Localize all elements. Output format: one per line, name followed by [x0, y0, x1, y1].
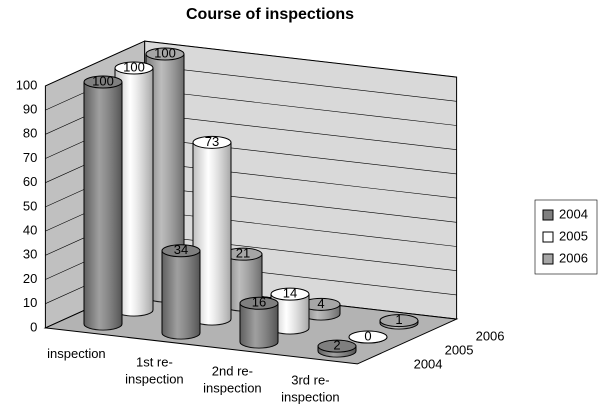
y-tick-label: 50	[23, 198, 37, 213]
data-label: 2	[333, 338, 340, 353]
depth-tick-label: 2004	[414, 357, 443, 372]
cylinder-top	[114, 61, 154, 75]
cylinder-shade	[84, 82, 122, 330]
cylinder-top	[192, 135, 232, 149]
data-label: 73	[205, 134, 219, 149]
data-label: 34	[174, 242, 188, 257]
cylinder-shade	[146, 54, 184, 302]
cylinder-top	[83, 75, 123, 89]
data-label: 100	[92, 73, 114, 88]
x-tick-label: inspection	[47, 346, 106, 361]
data-label: 1	[395, 312, 402, 327]
y-tick-label: 80	[23, 126, 37, 141]
data-label: 100	[154, 45, 176, 60]
data-label: 0	[364, 328, 371, 343]
cylinder-top	[239, 296, 279, 310]
legend-label: 2004	[559, 206, 588, 221]
y-tick-label: 90	[23, 102, 37, 117]
data-label: 16	[252, 295, 266, 310]
data-label: 14	[283, 286, 297, 301]
data-label: 21	[236, 246, 250, 261]
cylinder-top	[317, 339, 357, 353]
x-tick-label: 3rd re-inspection	[281, 373, 340, 405]
y-tick-label: 100	[16, 77, 38, 92]
cylinder-top	[270, 287, 310, 301]
y-tick-label: 20	[23, 271, 37, 286]
legend-swatch	[542, 209, 554, 221]
cylinder-top	[161, 244, 201, 258]
grid-line	[45, 40, 457, 87]
cylinder-shade	[162, 250, 200, 339]
legend-swatch	[542, 231, 554, 243]
legend-swatch	[542, 253, 554, 265]
data-label: 4	[317, 296, 324, 311]
cylinder-shade	[115, 68, 153, 316]
depth-tick-label: 2005	[445, 343, 474, 358]
y-tick-label: 60	[23, 174, 37, 189]
cylinder-shade	[193, 142, 231, 325]
legend-label: 2005	[559, 228, 588, 243]
y-tick-label: 40	[23, 223, 37, 238]
x-tick-label: 2nd re-inspection	[203, 364, 262, 396]
y-tick-label: 70	[23, 150, 37, 165]
cylinder-top	[145, 47, 185, 61]
y-tick-label: 10	[23, 295, 37, 310]
cylinder-top	[379, 314, 419, 328]
y-tick-label: 0	[30, 319, 37, 334]
data-label: 100	[123, 59, 145, 74]
legend-label: 2006	[559, 250, 588, 265]
cylinder-shade	[224, 254, 262, 311]
chart-title: Course of inspections	[186, 6, 354, 23]
x-tick-label: 1st re-inspection	[125, 355, 184, 387]
depth-tick-label: 2006	[476, 329, 505, 344]
y-tick-label: 30	[23, 247, 37, 262]
cylinder-top	[348, 330, 388, 344]
cylinder-shade	[271, 294, 309, 334]
cylinder-shade	[240, 303, 278, 348]
